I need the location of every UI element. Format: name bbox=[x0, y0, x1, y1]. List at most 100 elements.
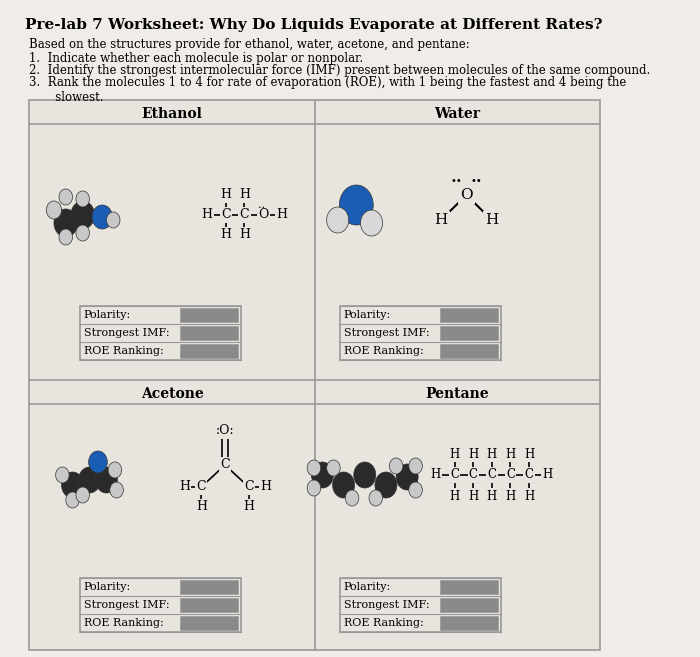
Circle shape bbox=[46, 201, 62, 219]
Text: ••: •• bbox=[450, 176, 462, 186]
Text: H: H bbox=[239, 229, 250, 242]
Bar bbox=[180, 616, 238, 630]
Text: H: H bbox=[202, 208, 213, 221]
Circle shape bbox=[360, 210, 383, 236]
Bar bbox=[180, 344, 238, 358]
Text: C: C bbox=[487, 468, 496, 482]
Bar bbox=[440, 580, 498, 594]
Text: H: H bbox=[505, 447, 516, 461]
Circle shape bbox=[375, 472, 397, 498]
Bar bbox=[80, 306, 241, 360]
Circle shape bbox=[327, 207, 349, 233]
Circle shape bbox=[95, 467, 118, 493]
Circle shape bbox=[307, 460, 321, 476]
Text: H: H bbox=[524, 447, 534, 461]
Circle shape bbox=[327, 460, 340, 476]
Text: H: H bbox=[243, 501, 254, 514]
Bar bbox=[29, 100, 600, 650]
Text: Strongest IMF:: Strongest IMF: bbox=[344, 600, 429, 610]
Text: Polarity:: Polarity: bbox=[344, 582, 391, 592]
Text: Based on the structures provide for ethanol, water, acetone, and pentane:: Based on the structures provide for etha… bbox=[29, 38, 470, 51]
Bar bbox=[440, 598, 498, 612]
Text: ROE Ranking:: ROE Ranking: bbox=[344, 346, 424, 356]
Bar bbox=[340, 578, 501, 632]
Circle shape bbox=[307, 480, 321, 496]
Text: H: H bbox=[430, 468, 441, 482]
Text: H: H bbox=[179, 480, 190, 493]
Text: H: H bbox=[220, 229, 232, 242]
Text: C: C bbox=[450, 468, 459, 482]
Text: 2.  Identify the strongest intermolecular force (IMF) present between molecules : 2. Identify the strongest intermolecular… bbox=[29, 64, 650, 77]
Text: Polarity:: Polarity: bbox=[83, 582, 131, 592]
Bar bbox=[180, 580, 238, 594]
Bar bbox=[180, 598, 238, 612]
Circle shape bbox=[396, 464, 418, 490]
Circle shape bbox=[354, 462, 376, 488]
Circle shape bbox=[66, 492, 79, 508]
Circle shape bbox=[59, 229, 73, 245]
Text: Acetone: Acetone bbox=[141, 387, 204, 401]
Circle shape bbox=[62, 472, 83, 498]
Text: H: H bbox=[260, 480, 271, 493]
Text: ROE Ranking:: ROE Ranking: bbox=[344, 618, 424, 628]
Text: H: H bbox=[196, 501, 206, 514]
Text: H: H bbox=[486, 447, 497, 461]
Circle shape bbox=[59, 189, 73, 205]
Text: O: O bbox=[258, 208, 268, 221]
Circle shape bbox=[55, 467, 69, 483]
Text: C: C bbox=[221, 208, 231, 221]
Text: C: C bbox=[197, 480, 206, 493]
Circle shape bbox=[106, 212, 120, 228]
Text: H: H bbox=[485, 213, 498, 227]
Text: H: H bbox=[542, 468, 553, 482]
Text: Pre-lab 7 Worksheet: Why Do Liquids Evaporate at Different Rates?: Pre-lab 7 Worksheet: Why Do Liquids Evap… bbox=[25, 18, 603, 32]
Circle shape bbox=[409, 458, 422, 474]
Circle shape bbox=[108, 462, 122, 478]
Text: ••: •• bbox=[470, 176, 482, 186]
Text: C: C bbox=[220, 459, 230, 472]
Circle shape bbox=[54, 209, 78, 237]
Text: H: H bbox=[449, 447, 460, 461]
Text: Polarity:: Polarity: bbox=[344, 310, 391, 320]
Bar bbox=[180, 326, 238, 340]
Text: Strongest IMF:: Strongest IMF: bbox=[83, 600, 169, 610]
Text: O: O bbox=[460, 188, 473, 202]
Circle shape bbox=[76, 487, 90, 503]
Circle shape bbox=[76, 225, 90, 241]
Text: Water: Water bbox=[435, 107, 480, 121]
Bar bbox=[340, 306, 501, 360]
Circle shape bbox=[389, 458, 403, 474]
Circle shape bbox=[312, 462, 333, 488]
Text: :O:: :O: bbox=[216, 424, 234, 438]
Circle shape bbox=[345, 490, 359, 506]
Text: 1.  Indicate whether each molecule is polar or nonpolar.: 1. Indicate whether each molecule is pol… bbox=[29, 52, 363, 65]
Text: H: H bbox=[505, 489, 516, 503]
Bar bbox=[440, 344, 498, 358]
Text: H: H bbox=[449, 489, 460, 503]
Circle shape bbox=[78, 467, 101, 493]
Circle shape bbox=[71, 201, 94, 229]
Text: C: C bbox=[524, 468, 533, 482]
Text: H: H bbox=[239, 189, 250, 202]
Text: H: H bbox=[276, 208, 287, 221]
Bar bbox=[180, 308, 238, 322]
Text: 3.  Rank the molecules 1 to 4 for rate of evaporation (ROE), with 1 being the fa: 3. Rank the molecules 1 to 4 for rate of… bbox=[29, 76, 626, 104]
Bar bbox=[440, 326, 498, 340]
Bar bbox=[440, 616, 498, 630]
Text: ROE Ranking:: ROE Ranking: bbox=[83, 346, 163, 356]
Circle shape bbox=[110, 482, 123, 498]
Text: H: H bbox=[468, 489, 478, 503]
Text: C: C bbox=[506, 468, 515, 482]
Bar bbox=[440, 308, 498, 322]
Circle shape bbox=[340, 185, 373, 225]
Text: H: H bbox=[468, 447, 478, 461]
Circle shape bbox=[369, 490, 383, 506]
Text: H: H bbox=[220, 189, 232, 202]
Circle shape bbox=[89, 451, 107, 473]
Text: Strongest IMF:: Strongest IMF: bbox=[83, 328, 169, 338]
Text: Ethanol: Ethanol bbox=[141, 107, 202, 121]
Text: ..: .. bbox=[258, 200, 265, 210]
Circle shape bbox=[332, 472, 355, 498]
Text: H: H bbox=[435, 213, 447, 227]
Bar bbox=[80, 578, 241, 632]
